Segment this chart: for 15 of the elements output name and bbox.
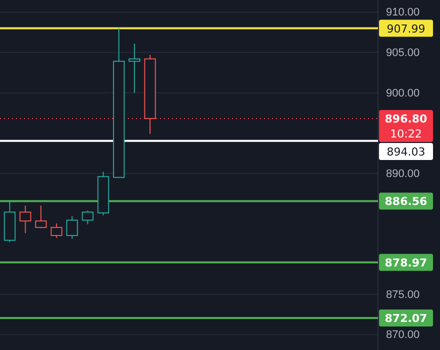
ref-line-label: 907.99 bbox=[386, 22, 426, 36]
text: 10:22 bbox=[390, 128, 422, 141]
candlestick bbox=[19, 205, 32, 234]
ref-line-label: 886.56 bbox=[384, 195, 428, 208]
y-tick-label: 910.00 bbox=[386, 6, 420, 19]
y-tick-label: 875.00 bbox=[386, 288, 420, 301]
ref-line-label: 872.07 bbox=[384, 312, 428, 325]
y-tick-label: 870.00 bbox=[386, 329, 420, 342]
y-tick-label: 890.00 bbox=[386, 168, 420, 180]
ref-line-label: 894.03 bbox=[386, 146, 426, 159]
ref-line-label: 878.97 bbox=[384, 256, 428, 270]
y-tick-label: 900.00 bbox=[386, 87, 420, 100]
ref-line-label: 896.80 bbox=[384, 112, 428, 126]
y-tick-label: 905.00 bbox=[386, 46, 420, 59]
candlestick bbox=[128, 43, 140, 94]
